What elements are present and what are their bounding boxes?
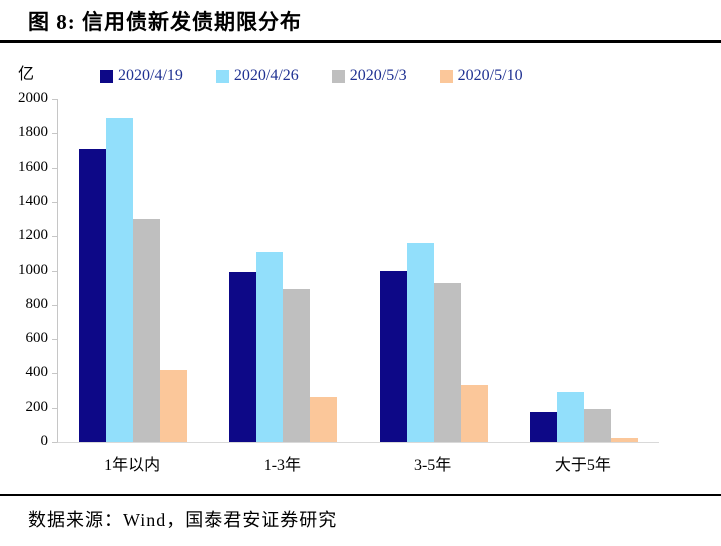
x-axis-label-大于5年: 大于5年 [554,457,611,474]
bar-2020-4-26-3-5年 [406,243,434,442]
y-axis-tick-mark [52,407,57,409]
bar-group-1-3年 [208,99,358,442]
bar-2020-5-3-1-3年 [283,288,311,442]
legend-swatch-icon [215,69,229,83]
bar-2020-4-19-3-5年 [379,270,407,442]
x-axis-label-1-3年: 1-3年 [263,457,302,474]
y-axis-tick-mark [52,236,57,238]
y-axis-tick-label: 1400 [18,192,48,209]
y-axis-tick-label: 200 [25,398,49,415]
bar-2020-4-26-1-3年 [256,251,284,442]
y-axis-tick-mark [52,442,57,443]
legend-item-2020-5-3: 2020/5/3 [331,67,407,84]
legend-label: 2020/4/26 [233,67,299,84]
legend-label: 2020/4/19 [118,67,183,84]
y-axis-tick-label: 400 [25,364,49,381]
y-axis-tick-label: 0 [40,433,49,449]
bar-2020-4-19-1年以内 [79,148,107,442]
legend-label: 2020/5/3 [349,67,407,84]
y-axis-tick-label: 1000 [18,261,48,278]
y-axis-tick-mark [52,99,57,100]
y-axis-tick-label: 1800 [18,124,48,141]
y-axis-tick-mark [52,270,57,272]
bar-2020-5-10-大于5年 [610,437,638,442]
bar-2020-5-10-1-3年 [310,397,338,442]
y-axis-tick-label: 2000 [18,90,48,106]
legend-item-2020-4-19: 2020/4/19 [100,68,183,84]
bar-2020-5-3-大于5年 [583,409,611,442]
chart-legend: 2020/4/19 2020/4/26 2020/5/3 2020/5/10 [100,68,523,84]
bar-2020-5-10-1年以内 [160,369,188,442]
bar-group-大于5年 [509,99,659,442]
legend-item-2020-4-26: 2020/4/26 [215,67,299,84]
legend-label: 2020/5/10 [457,67,523,84]
y-axis-tick-label: 600 [25,330,49,347]
x-axis-label-3-5年: 3-5年 [413,457,452,474]
x-axis-label-1年以内: 1年以内 [104,457,161,474]
bar-group-1年以内 [58,99,208,442]
footer-divider [0,494,721,496]
y-axis-tick-mark [52,133,57,135]
bar-2020-5-10-3-5年 [460,385,488,442]
y-axis-tick-label: 1200 [18,227,48,244]
title-divider [0,40,721,43]
legend-swatch-icon [439,69,453,83]
y-axis-tick-mark [52,339,57,341]
plot-area [57,99,659,443]
y-axis-tick-label: 1600 [18,158,48,175]
bar-group-3-5年 [359,99,509,442]
y-axis-tick-label: 800 [25,295,49,312]
bar-2020-4-19-1-3年 [229,272,257,442]
bar-groups [58,99,659,442]
y-axis-tick-mark [52,304,57,306]
bar-2020-4-19-大于5年 [529,412,557,442]
y-axis-tick-mark [52,201,57,203]
legend-item-2020-5-10: 2020/5/10 [439,67,523,84]
bar-2020-5-3-3-5年 [433,283,461,442]
data-source-note: 数据来源：Wind，国泰君安证券研究 [28,510,338,530]
y-axis-tick-mark [52,167,57,169]
bar-2020-5-3-1年以内 [133,219,161,442]
legend-swatch-icon [331,69,345,83]
y-axis-unit-label: 亿 [18,66,35,83]
bar-2020-4-26-1年以内 [106,117,134,442]
x-axis-labels: 1年以内 1-3年 3-5年 大于5年 [57,451,658,475]
y-axis-tick-mark [52,373,57,375]
bar-2020-4-26-大于5年 [556,392,584,442]
legend-swatch-icon [100,69,113,83]
figure-title: 图 8: 信用债新发债期限分布 [28,10,302,34]
